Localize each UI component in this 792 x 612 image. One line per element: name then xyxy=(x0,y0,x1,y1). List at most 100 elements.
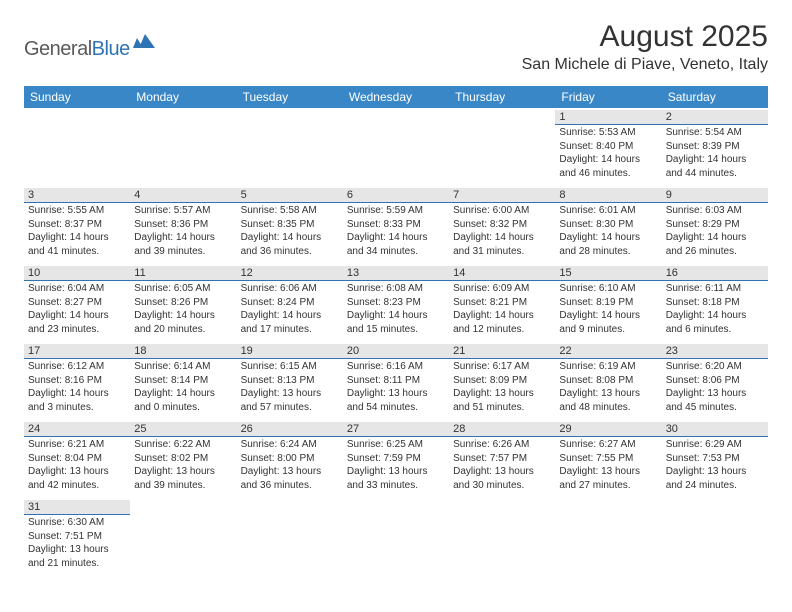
sunset-text: Sunset: 7:57 PM xyxy=(453,452,551,466)
calendar-day-cell: 20Sunrise: 6:16 AMSunset: 8:11 PMDayligh… xyxy=(343,342,449,420)
calendar-day-cell: 5Sunrise: 5:58 AMSunset: 8:35 PMDaylight… xyxy=(237,186,343,264)
day-number: 26 xyxy=(237,422,343,437)
day-details: Sunrise: 6:19 AMSunset: 8:08 PMDaylight:… xyxy=(559,360,657,414)
day-number: 16 xyxy=(662,266,768,281)
calendar-day-cell xyxy=(343,108,449,186)
day-number: 12 xyxy=(237,266,343,281)
sunrise-text: Sunrise: 6:04 AM xyxy=(28,282,126,296)
calendar-day-cell xyxy=(449,108,555,186)
day-details: Sunrise: 5:53 AMSunset: 8:40 PMDaylight:… xyxy=(559,126,657,180)
sunrise-text: Sunrise: 6:17 AM xyxy=(453,360,551,374)
daylight-text: Daylight: 13 hours and 45 minutes. xyxy=(666,387,764,414)
daylight-text: Daylight: 14 hours and 20 minutes. xyxy=(134,309,232,336)
brand-text-2: Blue xyxy=(92,38,130,61)
daylight-text: Daylight: 14 hours and 39 minutes. xyxy=(134,231,232,258)
daylight-text: Daylight: 13 hours and 57 minutes. xyxy=(241,387,339,414)
weekday-header: Tuesday xyxy=(237,86,343,108)
sunset-text: Sunset: 8:02 PM xyxy=(134,452,232,466)
day-number: 28 xyxy=(449,422,555,437)
sunrise-text: Sunrise: 5:55 AM xyxy=(28,204,126,218)
calendar-week-row: 10Sunrise: 6:04 AMSunset: 8:27 PM Dayligh… xyxy=(24,264,768,342)
day-details: Sunrise: 6:03 AMSunset: 8:29 PMDaylight:… xyxy=(666,204,764,258)
daylight-text: Daylight: 14 hours and 31 minutes. xyxy=(453,231,551,258)
sunrise-text: Sunrise: 6:25 AM xyxy=(347,438,445,452)
sunset-text: Sunset: 8:23 PM xyxy=(347,296,445,310)
daylight-text: Daylight: 14 hours and 36 minutes. xyxy=(241,231,339,258)
weekday-header: Friday xyxy=(555,86,661,108)
day-details: Sunrise: 5:59 AMSunset: 8:33 PMDaylight:… xyxy=(347,204,445,258)
calendar-day-cell: 12Sunrise: 6:06 AMSunset: 8:24 PMDayligh… xyxy=(237,264,343,342)
daylight-text: Daylight: 13 hours and 27 minutes. xyxy=(559,465,657,492)
day-number: 10 xyxy=(24,266,130,281)
calendar-day-cell: 10Sunrise: 6:04 AMSunset: 8:27 PMDayligh… xyxy=(24,264,130,342)
sunset-text: Sunset: 8:40 PM xyxy=(559,140,657,154)
day-number: 5 xyxy=(237,188,343,203)
calendar-header-row: SundayMondayTuesdayWednesdayThursdayFrid… xyxy=(24,86,768,108)
sunset-text: Sunset: 8:04 PM xyxy=(28,452,126,466)
weekday-header: Saturday xyxy=(662,86,768,108)
weekday-header: Wednesday xyxy=(343,86,449,108)
day-number: 6 xyxy=(343,188,449,203)
day-details: Sunrise: 6:20 AMSunset: 8:06 PMDaylight:… xyxy=(666,360,764,414)
sunset-text: Sunset: 7:55 PM xyxy=(559,452,657,466)
brand-logo: GeneralBlue xyxy=(24,38,155,61)
day-number: 8 xyxy=(555,188,661,203)
weekday-header: Monday xyxy=(130,86,236,108)
daylight-text: Daylight: 13 hours and 24 minutes. xyxy=(666,465,764,492)
sunrise-text: Sunrise: 6:01 AM xyxy=(559,204,657,218)
calendar-day-cell: 26Sunrise: 6:24 AMSunset: 8:00 PMDayligh… xyxy=(237,420,343,498)
sunrise-text: Sunrise: 6:00 AM xyxy=(453,204,551,218)
sunset-text: Sunset: 8:11 PM xyxy=(347,374,445,388)
day-details: Sunrise: 6:26 AMSunset: 7:57 PMDaylight:… xyxy=(453,438,551,492)
sunset-text: Sunset: 7:59 PM xyxy=(347,452,445,466)
daylight-text: Daylight: 14 hours and 28 minutes. xyxy=(559,231,657,258)
sunrise-text: Sunrise: 6:22 AM xyxy=(134,438,232,452)
calendar-day-cell: 9Sunrise: 6:03 AMSunset: 8:29 PMDaylight… xyxy=(662,186,768,264)
day-details: Sunrise: 6:08 AMSunset: 8:23 PMDaylight:… xyxy=(347,282,445,336)
day-details: Sunrise: 6:01 AMSunset: 8:30 PMDaylight:… xyxy=(559,204,657,258)
sunset-text: Sunset: 8:27 PM xyxy=(28,296,126,310)
calendar-day-cell xyxy=(130,108,236,186)
calendar-week-row: 31Sunrise: 6:30 AMSunset: 7:51 PMDayligh… xyxy=(24,498,768,576)
daylight-text: Daylight: 14 hours and 46 minutes. xyxy=(559,153,657,180)
day-details: Sunrise: 6:29 AMSunset: 7:53 PMDaylight:… xyxy=(666,438,764,492)
calendar-body: 1Sunrise: 5:53 AMSunset: 8:40 PMDaylight… xyxy=(24,108,768,576)
daylight-text: Daylight: 14 hours and 44 minutes. xyxy=(666,153,764,180)
sunrise-text: Sunrise: 6:27 AM xyxy=(559,438,657,452)
calendar-day-cell: 3Sunrise: 5:55 AMSunset: 8:37 PMDaylight… xyxy=(24,186,130,264)
calendar-day-cell: 11Sunrise: 6:05 AMSunset: 8:26 PMDayligh… xyxy=(130,264,236,342)
daylight-text: Daylight: 14 hours and 41 minutes. xyxy=(28,231,126,258)
daylight-text: Daylight: 13 hours and 51 minutes. xyxy=(453,387,551,414)
day-details: Sunrise: 6:05 AMSunset: 8:26 PMDaylight:… xyxy=(134,282,232,336)
sunset-text: Sunset: 8:08 PM xyxy=(559,374,657,388)
daylight-text: Daylight: 14 hours and 26 minutes. xyxy=(666,231,764,258)
sunrise-text: Sunrise: 6:24 AM xyxy=(241,438,339,452)
daylight-text: Daylight: 13 hours and 54 minutes. xyxy=(347,387,445,414)
day-details: Sunrise: 6:17 AMSunset: 8:09 PMDaylight:… xyxy=(453,360,551,414)
sunrise-text: Sunrise: 5:58 AM xyxy=(241,204,339,218)
sunset-text: Sunset: 8:36 PM xyxy=(134,218,232,232)
calendar-day-cell xyxy=(24,108,130,186)
calendar-day-cell: 31Sunrise: 6:30 AMSunset: 7:51 PMDayligh… xyxy=(24,498,130,576)
sunrise-text: Sunrise: 6:03 AM xyxy=(666,204,764,218)
calendar-week-row: 1Sunrise: 5:53 AMSunset: 8:40 PMDaylight… xyxy=(24,108,768,186)
daylight-text: Daylight: 13 hours and 33 minutes. xyxy=(347,465,445,492)
day-number: 19 xyxy=(237,344,343,359)
sunrise-text: Sunrise: 6:08 AM xyxy=(347,282,445,296)
calendar-day-cell: 4Sunrise: 5:57 AMSunset: 8:36 PMDaylight… xyxy=(130,186,236,264)
day-details: Sunrise: 6:06 AMSunset: 8:24 PMDaylight:… xyxy=(241,282,339,336)
daylight-text: Daylight: 13 hours and 39 minutes. xyxy=(134,465,232,492)
day-number: 17 xyxy=(24,344,130,359)
day-details: Sunrise: 5:58 AMSunset: 8:35 PMDaylight:… xyxy=(241,204,339,258)
daylight-text: Daylight: 13 hours and 21 minutes. xyxy=(28,543,126,570)
daylight-text: Daylight: 14 hours and 15 minutes. xyxy=(347,309,445,336)
day-details: Sunrise: 5:54 AMSunset: 8:39 PMDaylight:… xyxy=(666,126,764,180)
calendar-table: SundayMondayTuesdayWednesdayThursdayFrid… xyxy=(24,86,768,576)
calendar-day-cell: 22Sunrise: 6:19 AMSunset: 8:08 PMDayligh… xyxy=(555,342,661,420)
day-number: 27 xyxy=(343,422,449,437)
daylight-text: Daylight: 14 hours and 34 minutes. xyxy=(347,231,445,258)
day-number: 11 xyxy=(130,266,236,281)
title-block: August 2025 San Michele di Piave, Veneto… xyxy=(522,20,768,74)
sunrise-text: Sunrise: 6:11 AM xyxy=(666,282,764,296)
calendar-day-cell: 30Sunrise: 6:29 AMSunset: 7:53 PMDayligh… xyxy=(662,420,768,498)
